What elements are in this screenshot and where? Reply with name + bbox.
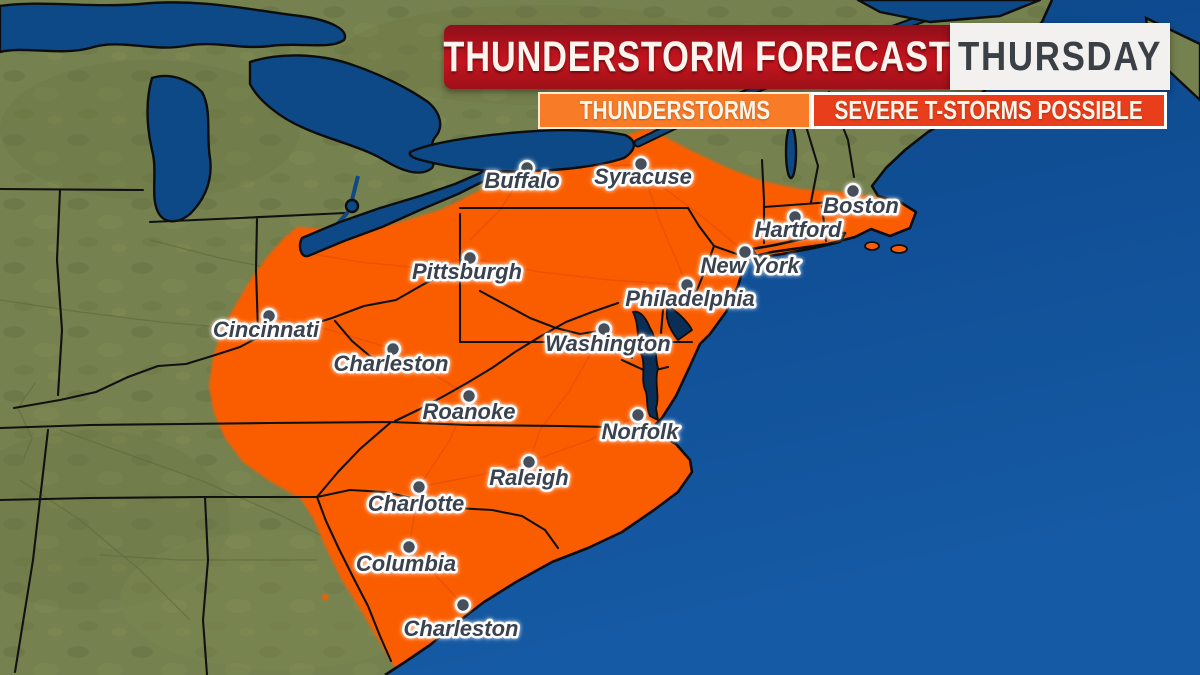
- long-island: [750, 230, 847, 260]
- city-dot-philadelphia: [678, 276, 696, 294]
- city-dot-charleston: [384, 340, 402, 358]
- city-dot-raleigh: [520, 453, 538, 471]
- day-banner: THURSDAY: [950, 23, 1170, 90]
- delaware-bay: [665, 305, 693, 341]
- cape-cod-islands: [864, 241, 908, 254]
- legend-severe-label: SEVERE T-STORMS POSSIBLE: [834, 95, 1144, 125]
- great-lakes: [0, 0, 1042, 258]
- lake-st-clair: [344, 198, 360, 214]
- legend-thunderstorms: THUNDERSTORMS: [538, 92, 811, 129]
- city-label-philadelphia: Philadelphia: [625, 286, 755, 311]
- day-text: THURSDAY: [957, 33, 1163, 79]
- city-label-cincinnati: Cincinnati: [213, 317, 320, 342]
- lake-ontario: [408, 129, 636, 173]
- city-label-charleston: Charleston: [404, 616, 519, 641]
- city-dot-buffalo: [518, 159, 536, 177]
- city-dot-columbia: [400, 538, 418, 556]
- city-dot-norfolk: [629, 406, 647, 424]
- city-label-charlotte: Charlotte: [368, 491, 465, 516]
- city-label-raleigh: Raleigh: [489, 465, 568, 490]
- city-dot-syracuse: [632, 155, 650, 173]
- city-label-boston: Boston: [823, 193, 899, 218]
- city-label-charleston: Charleston: [334, 351, 449, 376]
- city-label-roanoke: Roanoke: [423, 399, 516, 424]
- city-dot-washington: [595, 320, 613, 338]
- lake-champlain: [784, 124, 798, 180]
- legend-thunderstorms-label: THUNDERSTORMS: [579, 95, 770, 125]
- title-text: THUNDERSTORM FORECAST: [443, 32, 951, 81]
- city-label-syracuse: Syracuse: [594, 164, 692, 189]
- city-dot-charleston: [454, 596, 472, 614]
- city-label-columbia: Columbia: [356, 551, 456, 576]
- coastline: [384, 0, 1054, 675]
- city-dot-charlotte: [410, 478, 428, 496]
- city-dot-cincinnati: [260, 307, 278, 325]
- legend-severe: SEVERE T-STORMS POSSIBLE: [811, 92, 1167, 129]
- lake-erie: [298, 169, 492, 258]
- city-label-norfolk: Norfolk: [602, 419, 681, 444]
- city-label-hartford: Hartford: [755, 217, 842, 242]
- city-label-pittsburgh: Pittsburgh: [412, 259, 522, 284]
- city-dot-hartford: [786, 208, 804, 226]
- city-dot-boston: [844, 182, 862, 200]
- city-label-buffalo: Buffalo: [484, 168, 559, 193]
- city-label-washington: Washington: [545, 331, 670, 356]
- title-banner: THUNDERSTORM FORECAST: [443, 25, 951, 89]
- city-dot-roanoke: [460, 387, 478, 405]
- city-dot-new-york: [736, 243, 754, 261]
- lake-michigan: [146, 74, 212, 223]
- city-label-new-york: New York: [700, 253, 801, 278]
- city-dot-pittsburgh: [461, 249, 479, 267]
- lake-superior: [0, 1, 347, 54]
- chesapeake-bay: [632, 310, 659, 421]
- gulf-of-st-lawrence: [856, 0, 1042, 24]
